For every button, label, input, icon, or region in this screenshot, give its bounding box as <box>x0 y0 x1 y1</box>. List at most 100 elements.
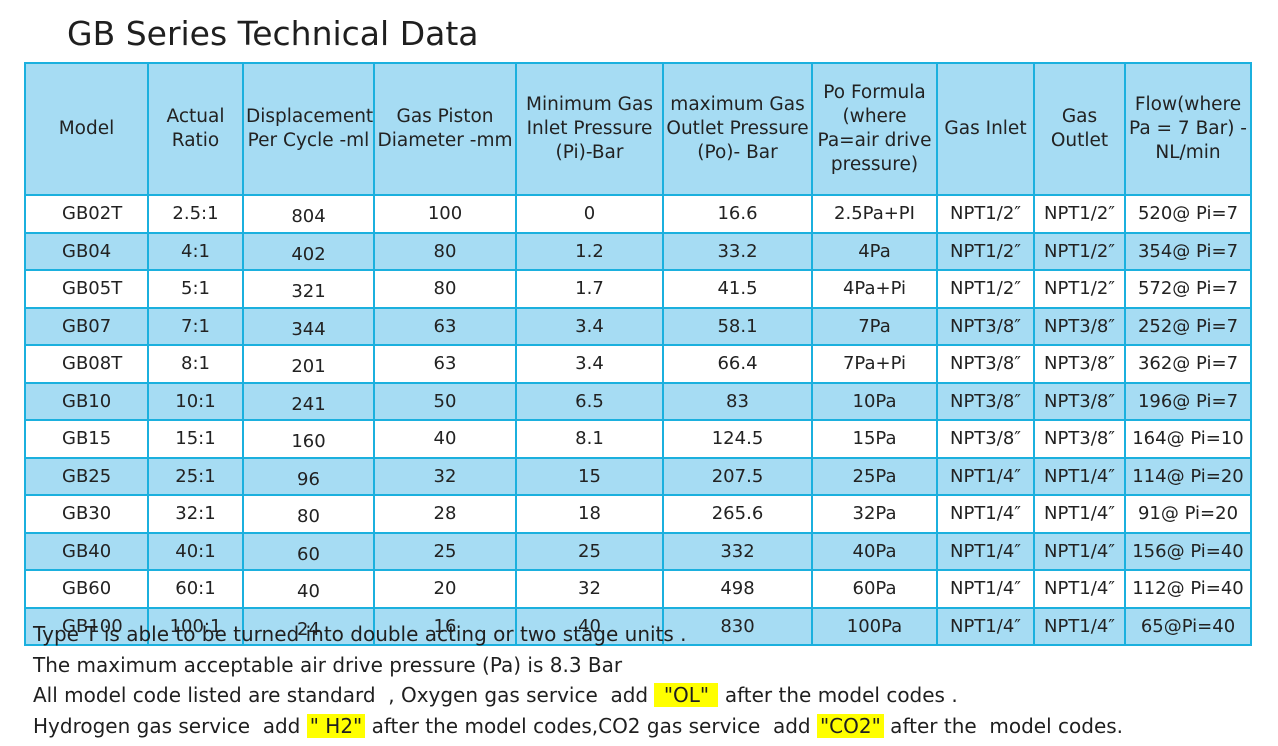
cell-gas-piston-diameter: 16 <box>373 606 517 646</box>
cell-gas-outlet: NPT1/2″ <box>1033 269 1126 309</box>
cell-displacement: 60 <box>242 531 375 571</box>
cell-po-formula: 4Pa <box>811 231 938 271</box>
cell-gas-inlet: NPT1/4″ <box>936 531 1035 571</box>
note-line-4-tail: after the model codes. <box>883 713 1124 738</box>
cell-po-formula: 40Pa <box>811 531 938 571</box>
cell-gas-inlet: NPT1/4″ <box>936 606 1035 646</box>
cell-gas-outlet: NPT3/8″ <box>1033 381 1126 421</box>
cell-gas-piston-diameter: 28 <box>373 494 517 534</box>
header-displacement: Displacement Per Cycle -ml <box>242 62 375 196</box>
cell-displacement: 80 <box>242 494 375 534</box>
cell-max-outlet-pressure: 265.6 <box>662 494 813 534</box>
cell-actual-ratio: 10:1 <box>147 381 244 421</box>
cell-model: GB10 <box>24 381 149 421</box>
cell-max-outlet-pressure: 33.2 <box>662 231 813 271</box>
header-po-formula: Po Formula (where Pa=air drive pressure) <box>811 62 938 196</box>
page-title: GB Series Technical Data <box>67 14 479 53</box>
note-line-4: Hydrogen gas service add " H2" after the… <box>33 711 1123 742</box>
cell-gas-inlet: NPT3/8″ <box>936 306 1035 346</box>
cell-displacement: 24 <box>242 606 375 646</box>
hydrogen-code-highlight: " H2" <box>306 713 366 738</box>
cell-displacement: 160 <box>242 419 375 459</box>
cell-gas-inlet: NPT1/4″ <box>936 456 1035 496</box>
table-row: GB07 7:1 344 63 3.4 58.1 7Pa NPT3/8″ NPT3/8″ 252@… <box>24 306 1252 346</box>
cell-gas-inlet: NPT3/8″ <box>936 381 1035 421</box>
cell-po-formula: 2.5Pa+PI <box>811 194 938 234</box>
cell-min-inlet-pressure: 1.2 <box>515 231 664 271</box>
cell-gas-outlet: NPT1/4″ <box>1033 531 1126 571</box>
note-line-3: All model code listed are standard , Oxy… <box>33 680 1123 711</box>
cell-displacement: 241 <box>242 381 375 421</box>
cell-po-formula: 32Pa <box>811 494 938 534</box>
table-row: GB04 4:1 402 80 1.2 33.2 4Pa NPT1/2″ NPT1/2″ 354@… <box>24 231 1252 271</box>
cell-flow: 520@ Pi=7 <box>1124 194 1252 234</box>
oxygen-code-highlight: "OL" <box>654 683 719 707</box>
header-gas-outlet: Gas Outlet <box>1033 62 1126 196</box>
cell-gas-inlet: NPT1/2″ <box>936 269 1035 309</box>
cell-gas-inlet: NPT3/8″ <box>936 344 1035 384</box>
cell-displacement: 321 <box>242 269 375 309</box>
table-row: GB08T 8:1 201 63 3.4 66.4 7Pa+Pi NPT3/8″ NPT3/8″… <box>24 344 1252 384</box>
note-line-1: Type T is able to be turned into double … <box>33 622 687 646</box>
cell-po-formula: 100Pa <box>811 606 938 646</box>
table-row: GB25 25:1 96 32 15 207.5 25Pa NPT1/4″ NPT1/4″ 114… <box>24 456 1252 496</box>
cell-gas-piston-diameter: 80 <box>373 269 517 309</box>
cell-actual-ratio: 2.5:1 <box>147 194 244 234</box>
cell-min-inlet-pressure: 40 <box>515 606 664 646</box>
cell-displacement: 40 <box>242 569 375 609</box>
cell-po-formula: 7Pa <box>811 306 938 346</box>
cell-model: GB25 <box>24 456 149 496</box>
cell-min-inlet-pressure: 6.5 <box>515 381 664 421</box>
cell-gas-piston-diameter: 63 <box>373 344 517 384</box>
header-gas-piston-diameter: Gas Piston Diameter -mm <box>373 62 517 196</box>
cell-max-outlet-pressure: 66.4 <box>662 344 813 384</box>
cell-gas-outlet: NPT1/2″ <box>1033 231 1126 271</box>
co2-code-highlight: "CO2" <box>816 713 884 738</box>
cell-model: GB08T <box>24 344 149 384</box>
cell-po-formula: 60Pa <box>811 569 938 609</box>
note-line-2: The maximum acceptable air drive pressur… <box>33 652 623 677</box>
cell-actual-ratio: 5:1 <box>147 269 244 309</box>
cell-model: GB40 <box>24 531 149 571</box>
cell-flow: 362@ Pi=7 <box>1124 344 1252 384</box>
cell-min-inlet-pressure: 1.7 <box>515 269 664 309</box>
cell-gas-piston-diameter: 32 <box>373 456 517 496</box>
table-row: GB60 60:1 40 20 32 498 60Pa NPT1/4″ NPT1/4″ 112@ … <box>24 569 1252 609</box>
table-row: GB100 100:1 24 16 40 830 100Pa NPT1/4″ NPT1/4″ 65… <box>24 606 1252 646</box>
cell-max-outlet-pressure: 16.6 <box>662 194 813 234</box>
cell-flow: 572@ Pi=7 <box>1124 269 1252 309</box>
cell-flow: 252@ Pi=7 <box>1124 306 1252 346</box>
cell-min-inlet-pressure: 18 <box>515 494 664 534</box>
cell-max-outlet-pressure: 124.5 <box>662 419 813 459</box>
header-flow: Flow(where Pa = 7 Bar) - NL/min <box>1124 62 1252 196</box>
header-min-gas-inlet-pressure: Minimum Gas Inlet Pressure (Pi)-Bar <box>515 62 664 196</box>
cell-flow: 112@ Pi=40 <box>1124 569 1252 609</box>
cell-actual-ratio: 100:1 <box>147 606 244 646</box>
cell-actual-ratio: 7:1 <box>147 306 244 346</box>
table-row: GB10 10:1 241 50 6.5 83 10Pa NPT3/8″ NPT3/8″ 196@… <box>24 381 1252 421</box>
cell-actual-ratio: 4:1 <box>147 231 244 271</box>
cell-max-outlet-pressure: 58.1 <box>662 306 813 346</box>
cell-min-inlet-pressure: 15 <box>515 456 664 496</box>
cell-max-outlet-pressure: 83 <box>662 381 813 421</box>
cell-gas-inlet: NPT3/8″ <box>936 419 1035 459</box>
table-body: GB02T 2.5:1 804 100 0 16.6 2.5Pa+PI NPT1/2″ NPT1… <box>24 194 1252 646</box>
cell-max-outlet-pressure: 830 <box>662 606 813 646</box>
cell-max-outlet-pressure: 207.5 <box>662 456 813 496</box>
cell-flow: 91@ Pi=20 <box>1124 494 1252 534</box>
cell-gas-piston-diameter: 100 <box>373 194 517 234</box>
cell-min-inlet-pressure: 3.4 <box>515 306 664 346</box>
header-model: Model <box>24 62 149 196</box>
cell-gas-outlet: NPT3/8″ <box>1033 419 1126 459</box>
cell-gas-piston-diameter: 50 <box>373 381 517 421</box>
cell-actual-ratio: 32:1 <box>147 494 244 534</box>
table-row: GB15 15:1 160 40 8.1 124.5 15Pa NPT3/8″ NPT3/8″ 1… <box>24 419 1252 459</box>
cell-po-formula: 7Pa+Pi <box>811 344 938 384</box>
cell-gas-outlet: NPT1/4″ <box>1033 494 1126 534</box>
cell-displacement: 344 <box>242 306 375 346</box>
cell-flow: 65@Pi=40 <box>1124 606 1252 646</box>
cell-model: GB05T <box>24 269 149 309</box>
table-row: GB30 32:1 80 28 18 265.6 32Pa NPT1/4″ NPT1/4″ 91@… <box>24 494 1252 534</box>
cell-displacement: 96 <box>242 456 375 496</box>
cell-po-formula: 25Pa <box>811 456 938 496</box>
